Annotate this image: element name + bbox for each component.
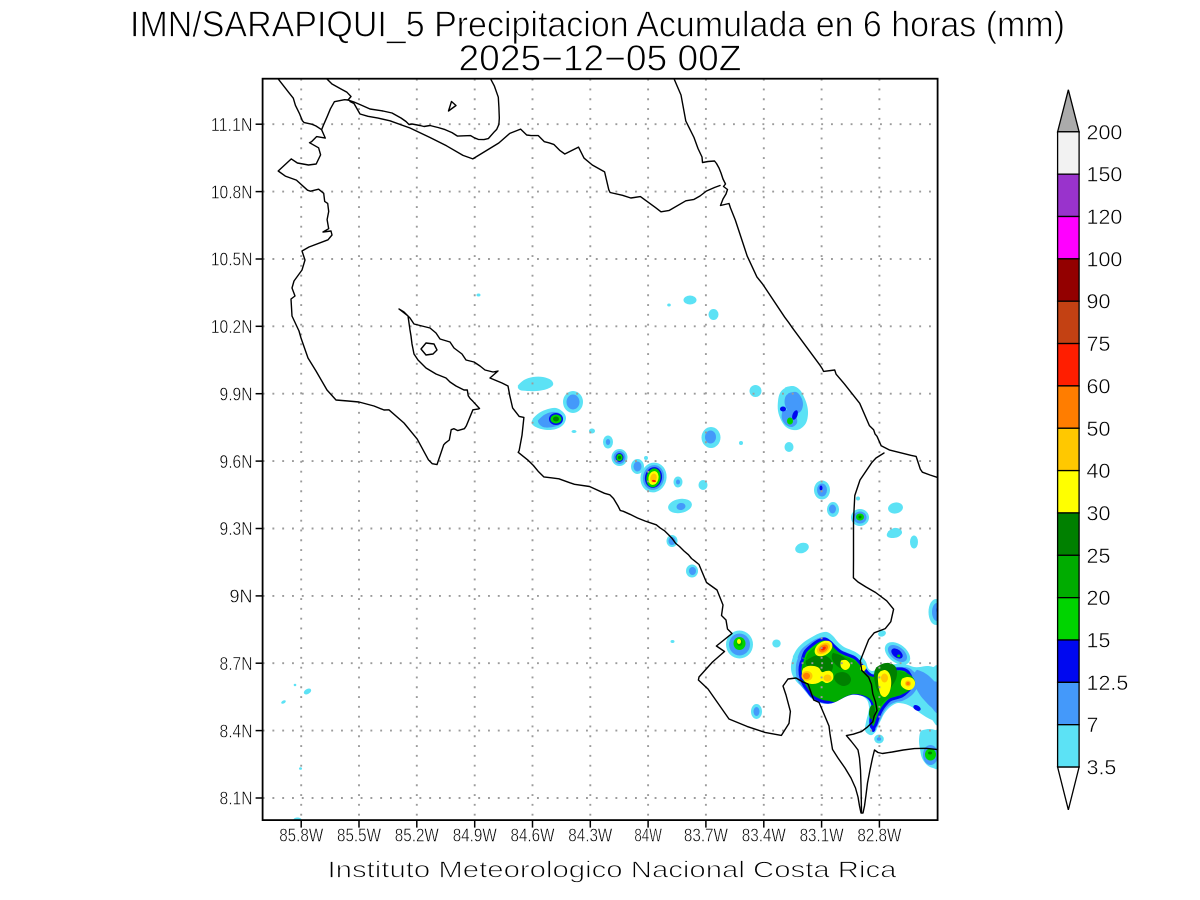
svg-text:83.7W: 83.7W <box>684 825 728 846</box>
svg-text:9N: 9N <box>230 586 253 607</box>
svg-text:90: 90 <box>1087 290 1111 314</box>
svg-text:30: 30 <box>1087 502 1111 526</box>
svg-text:3.5: 3.5 <box>1087 756 1117 780</box>
svg-text:8.4N: 8.4N <box>220 720 253 741</box>
svg-text:11.1N: 11.1N <box>211 114 253 135</box>
svg-text:84.6W: 84.6W <box>511 825 555 846</box>
svg-text:9.9N: 9.9N <box>220 383 253 404</box>
svg-text:120: 120 <box>1087 205 1123 229</box>
svg-text:25: 25 <box>1087 544 1111 568</box>
svg-text:200: 200 <box>1087 120 1123 144</box>
svg-text:10.2N: 10.2N <box>211 316 253 337</box>
svg-text:85.2W: 85.2W <box>395 825 439 846</box>
svg-text:15: 15 <box>1087 629 1111 653</box>
svg-text:75: 75 <box>1087 332 1111 356</box>
svg-text:40: 40 <box>1087 459 1111 483</box>
svg-text:50: 50 <box>1087 417 1111 441</box>
svg-text:85.5W: 85.5W <box>337 825 381 846</box>
svg-text:12.5: 12.5 <box>1087 671 1129 695</box>
svg-text:9.3N: 9.3N <box>220 518 253 539</box>
svg-text:150: 150 <box>1087 163 1123 187</box>
svg-text:84.9W: 84.9W <box>453 825 497 846</box>
svg-text:85.8W: 85.8W <box>279 825 323 846</box>
svg-text:84.3W: 84.3W <box>568 825 612 846</box>
svg-text:2025−12−05 00Z: 2025−12−05 00Z <box>459 38 742 79</box>
svg-text:7: 7 <box>1087 713 1099 737</box>
svg-text:60: 60 <box>1087 374 1111 398</box>
svg-text:8.7N: 8.7N <box>220 653 253 674</box>
svg-text:84W: 84W <box>634 825 662 846</box>
svg-text:8.1N: 8.1N <box>220 788 253 809</box>
svg-text:10.5N: 10.5N <box>211 249 253 270</box>
svg-text:83.4W: 83.4W <box>742 825 786 846</box>
svg-text:20: 20 <box>1087 586 1111 610</box>
svg-text:100: 100 <box>1087 247 1123 271</box>
svg-text:9.6N: 9.6N <box>220 451 253 472</box>
svg-text:IMN/SARAPIQUI_5 Precipitacion: IMN/SARAPIQUI_5 Precipitacion Acumulada … <box>130 3 1065 44</box>
svg-text:10.8N: 10.8N <box>211 181 253 202</box>
svg-text:Instituto Meteorologico Nacion: Instituto Meteorologico Nacional Costa R… <box>328 857 897 883</box>
svg-text:83.1W: 83.1W <box>800 825 844 846</box>
svg-text:82.8W: 82.8W <box>857 825 901 846</box>
